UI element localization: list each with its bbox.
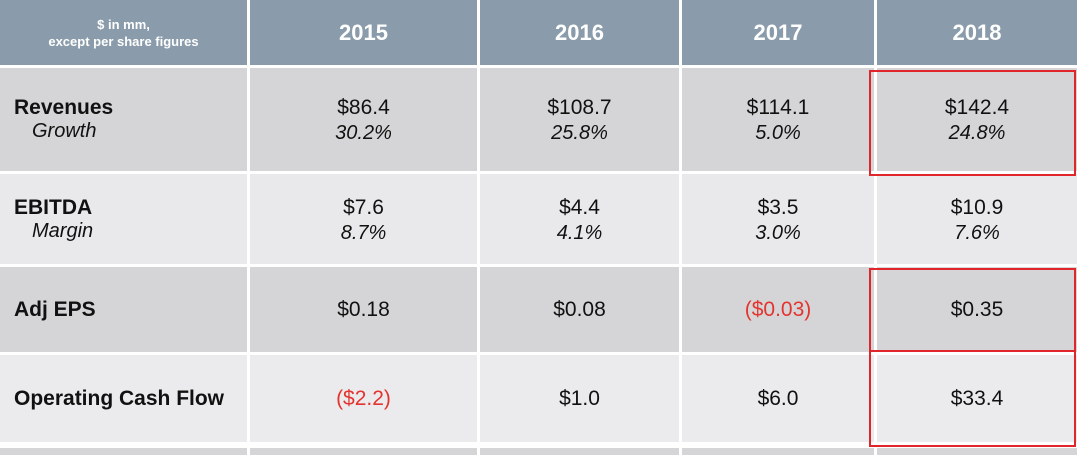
value-cell: $1.0 (480, 355, 679, 442)
year-header: 2018 (877, 0, 1077, 65)
value: $0.08 (553, 297, 606, 321)
value-cell: $114.1 5.0% (682, 68, 874, 171)
row-label: Operating Cash Flow (0, 355, 247, 442)
value: ($0.03) (744, 297, 812, 321)
note-line: $ in mm, (97, 16, 150, 32)
subvalue: 4.1% (556, 221, 603, 244)
value: $0.18 (337, 297, 390, 321)
highlight-box (869, 350, 1076, 447)
value: $3.5 (757, 195, 799, 219)
value: $10.9 (950, 195, 1004, 219)
sublabel: Margin (32, 219, 94, 242)
subvalue: 8.7% (340, 221, 387, 244)
value: $1.0 (559, 386, 600, 410)
value-cell: ($0.03) (682, 267, 874, 352)
label: Revenues (14, 96, 114, 119)
row-sliver (0, 448, 247, 455)
value-cell: $0.08 (480, 267, 679, 352)
year-header: 2017 (682, 0, 874, 65)
header-note: $ in mm, except per share figures (0, 0, 247, 65)
subvalue: 3.0% (755, 221, 801, 244)
value: $108.7 (547, 96, 612, 119)
value-cell: $108.7 25.8% (480, 68, 679, 171)
value-cell: $86.4 30.2% (250, 68, 477, 171)
value-cell: $4.4 4.1% (480, 174, 679, 264)
value-cell: $7.6 8.7% (250, 174, 477, 264)
subvalue: 25.8% (551, 122, 608, 144)
subvalue: 7.6% (954, 221, 1000, 244)
row-sliver (682, 448, 874, 455)
value: $142.4 (944, 96, 1010, 119)
year-header: 2016 (480, 0, 679, 65)
row-sliver (250, 448, 477, 455)
highlight-box (869, 268, 1076, 352)
value-cell: $33.4 (877, 355, 1077, 442)
value-cell: $6.0 (682, 355, 874, 442)
value-cell: $142.4 24.8% (877, 68, 1077, 171)
subvalue: 5.0% (755, 122, 801, 144)
value: $33.4 (950, 386, 1004, 410)
value-cell: $0.35 (877, 267, 1077, 352)
subvalue: 30.2% (335, 122, 392, 144)
value: $114.1 (746, 96, 810, 119)
value: $86.4 (337, 96, 390, 119)
value: ($2.2) (336, 386, 391, 410)
value-cell: ($2.2) (250, 355, 477, 442)
highlight-box (869, 70, 1076, 176)
value: $4.4 (559, 195, 600, 219)
row-sliver (877, 448, 1077, 455)
value: $7.6 (343, 195, 384, 219)
year-header: 2015 (250, 0, 477, 65)
value-cell: $3.5 3.0% (682, 174, 874, 264)
label: Adj EPS (14, 297, 96, 321)
subvalue: 24.8% (948, 122, 1006, 144)
value-cell: $0.18 (250, 267, 477, 352)
row-label: EBITDA Margin (0, 174, 247, 264)
value: $6.0 (757, 386, 799, 410)
value: $0.35 (950, 297, 1004, 321)
sublabel: Growth (32, 120, 97, 142)
label: EBITDA (14, 195, 93, 219)
row-sliver (480, 448, 679, 455)
row-label: Revenues Growth (0, 68, 247, 171)
value-cell: $10.9 7.6% (877, 174, 1077, 264)
note-line: except per share figures (48, 33, 199, 49)
row-label: Adj EPS (0, 267, 247, 352)
label: Operating Cash Flow (14, 386, 225, 410)
